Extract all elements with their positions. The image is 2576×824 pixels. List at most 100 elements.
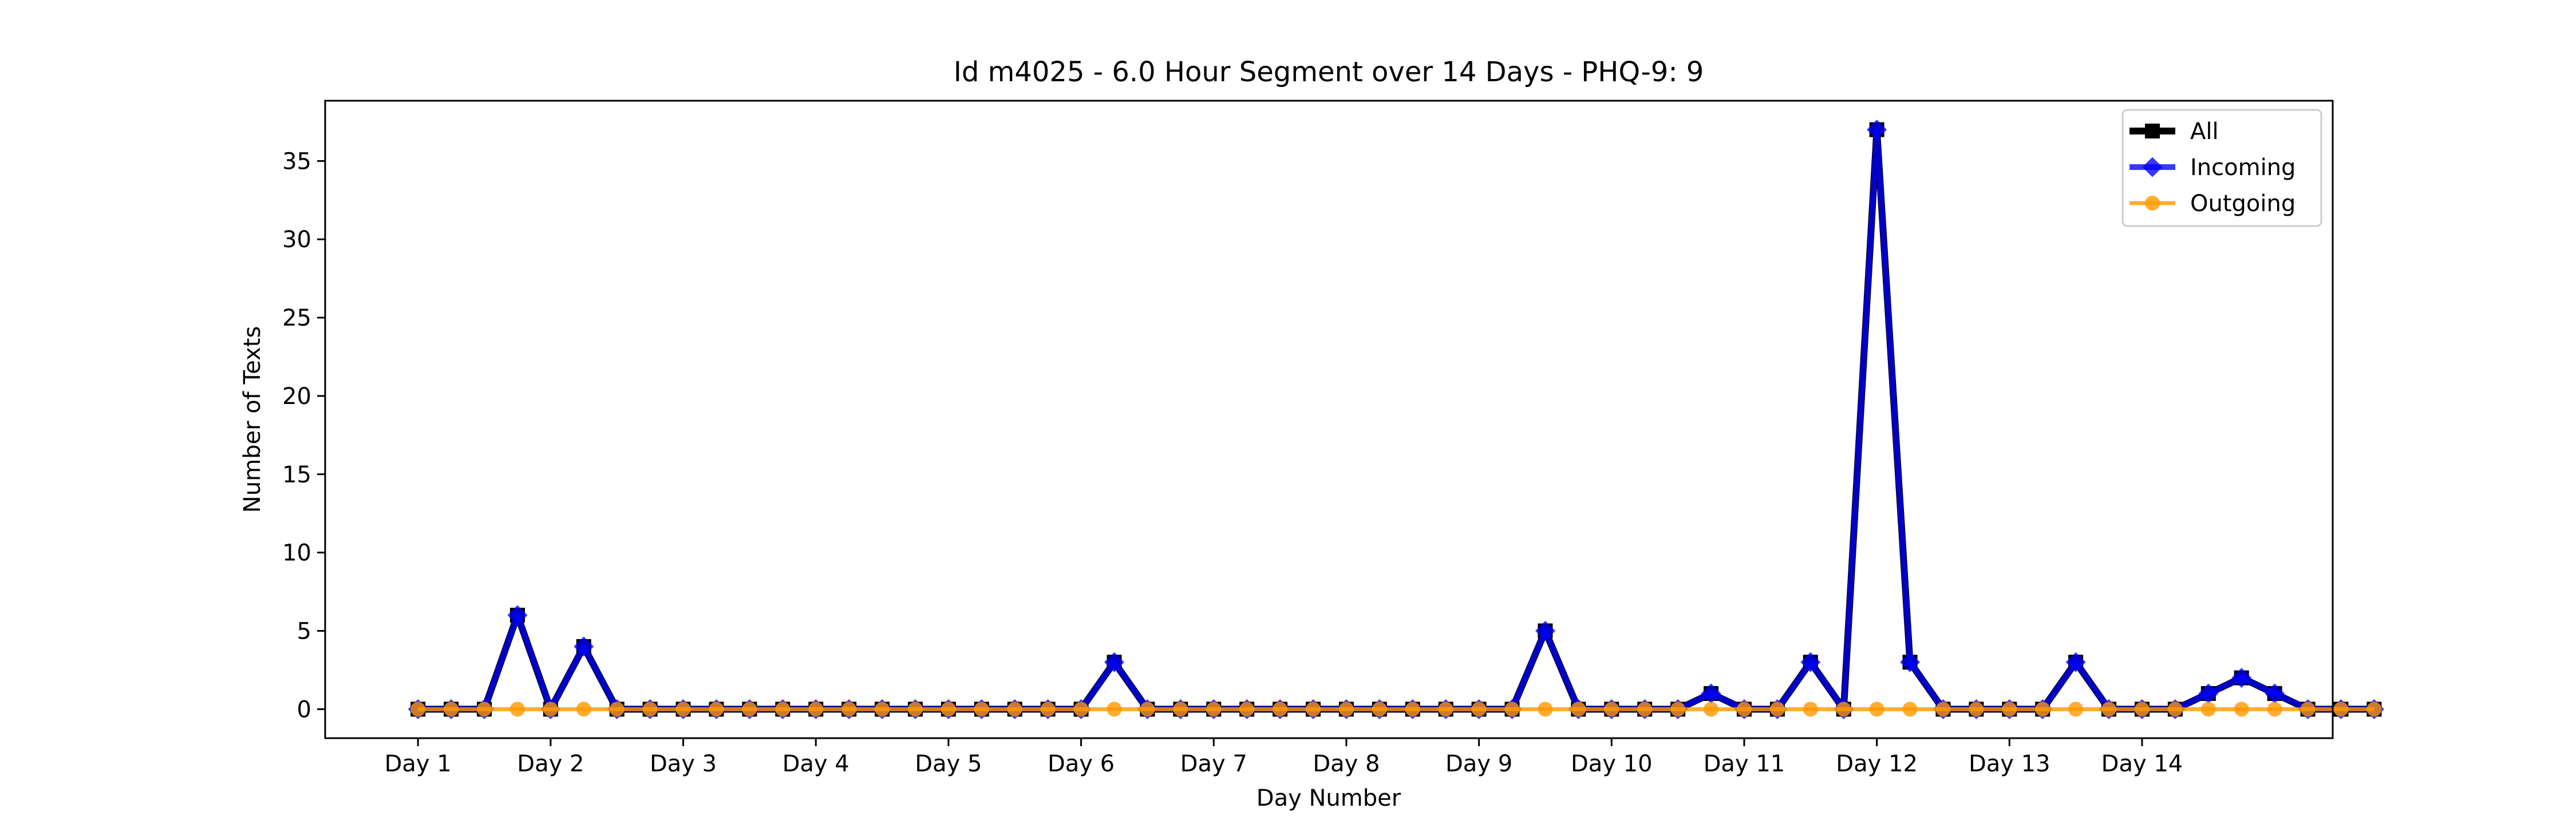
data-point-outgoing-19: [1040, 702, 1056, 717]
series-outgoing: [410, 702, 2382, 717]
data-point-incoming-50: [2065, 652, 2086, 672]
x-tick-label-1: Day 1: [385, 751, 452, 777]
data-point-outgoing-17: [974, 702, 989, 717]
x-tick-label-4: Day 4: [783, 751, 850, 777]
data-point-outgoing-12: [808, 702, 824, 717]
data-point-outgoing-29: [1372, 702, 1387, 717]
data-point-outgoing-8: [675, 702, 691, 717]
y-tick-label-35: 35: [282, 148, 311, 175]
x-axis: Day 1 Day 2 Day 3 Day 4 Day 5 Day 6 Day 7 Day 8…: [385, 738, 2183, 777]
x-tick-label-12: Day 12: [1836, 751, 1918, 777]
data-point-outgoing-31: [1438, 702, 1453, 717]
y-tick-label-25: 25: [282, 305, 311, 331]
data-point-outgoing-36: [1604, 702, 1619, 717]
data-point-outgoing-54: [2200, 702, 2216, 717]
data-point-outgoing-50: [2068, 702, 2084, 717]
data-point-outgoing-26: [1273, 702, 1288, 717]
legend-frame: [2121, 109, 2322, 227]
data-point-outgoing-30: [1405, 702, 1420, 717]
x-tick-label-7: Day 7: [1180, 751, 1247, 777]
data-point-outgoing-57: [2300, 702, 2316, 717]
legend-label-incoming: Incoming: [2190, 154, 2296, 181]
y-axis: 0 5 10 15 20 25 30 35: [282, 148, 325, 723]
x-tick-label-9: Day 9: [1445, 751, 1512, 777]
data-point-outgoing-39: [1704, 702, 1719, 717]
data-point-incoming-3: [507, 605, 528, 625]
x-tick-label-10: Day 10: [1571, 751, 1653, 777]
x-tick-label-8: Day 8: [1313, 751, 1380, 777]
y-tick-label-20: 20: [282, 383, 311, 410]
data-point-incoming-56: [2265, 683, 2285, 704]
data-point-outgoing-49: [2035, 702, 2050, 717]
data-point-outgoing-42: [1803, 702, 1818, 717]
data-point-incoming-34: [1535, 621, 1555, 641]
data-point-outgoing-45: [1902, 702, 1918, 717]
data-point-outgoing-18: [1007, 702, 1022, 717]
data-point-outgoing-23: [1173, 702, 1188, 717]
x-tick-label-14: Day 14: [2101, 751, 2183, 777]
data-point-outgoing-43: [1836, 702, 1851, 717]
data-point-incoming-42: [1800, 652, 1821, 672]
legend-marker-outgoing: [2145, 196, 2160, 211]
data-point-outgoing-48: [2002, 702, 2017, 717]
data-point-outgoing-6: [609, 702, 625, 717]
data-point-outgoing-16: [941, 702, 956, 717]
data-point-outgoing-53: [2167, 702, 2183, 717]
data-point-outgoing-40: [1736, 702, 1752, 717]
data-point-outgoing-24: [1206, 702, 1222, 717]
data-point-outgoing-14: [875, 702, 890, 717]
legend: All Incoming Outgoing: [2121, 109, 2322, 227]
x-tick-label-11: Day 11: [1704, 751, 1785, 777]
x-axis-label: Day Number: [1257, 785, 1401, 811]
data-point-outgoing-7: [642, 702, 658, 717]
data-point-outgoing-44: [1869, 702, 1884, 717]
data-point-outgoing-25: [1239, 702, 1255, 717]
data-point-outgoing-55: [2234, 702, 2249, 717]
legend-label-all: All: [2190, 118, 2219, 145]
x-tick-label-13: Day 13: [1969, 751, 2050, 777]
data-point-outgoing-56: [2267, 702, 2282, 717]
y-tick-label-30: 30: [282, 227, 311, 253]
chart-title: Id m4025 - 6.0 Hour Segment over 14 Days…: [954, 56, 1704, 88]
data-point-outgoing-41: [1769, 702, 1785, 717]
data-point-outgoing-2: [477, 702, 492, 717]
plot-area: [324, 100, 2384, 739]
data-point-outgoing-21: [1107, 702, 1122, 717]
data-point-outgoing-28: [1338, 702, 1354, 717]
data-point-outgoing-27: [1305, 702, 1321, 717]
data-point-outgoing-22: [1140, 702, 1155, 717]
data-point-outgoing-5: [576, 702, 591, 717]
data-point-outgoing-10: [742, 702, 757, 717]
data-point-outgoing-15: [907, 702, 923, 717]
y-tick-label-0: 0: [297, 696, 311, 723]
data-point-outgoing-37: [1637, 702, 1653, 717]
legend-marker-incoming: [2142, 157, 2163, 177]
data-point-outgoing-33: [1504, 702, 1520, 717]
data-point-incoming-54: [2198, 683, 2219, 704]
data-point-incoming-44: [1867, 120, 1887, 140]
data-point-outgoing-13: [841, 702, 857, 717]
data-point-outgoing-52: [2134, 702, 2150, 717]
data-point-outgoing-59: [2366, 702, 2382, 717]
data-point-outgoing-0: [410, 702, 426, 717]
legend-label-outgoing: Outgoing: [2190, 191, 2296, 217]
data-point-incoming-55: [2231, 668, 2252, 688]
legend-entries: All Incoming Outgoing: [2129, 118, 2296, 217]
data-point-outgoing-1: [444, 702, 459, 717]
data-point-incoming-21: [1104, 652, 1124, 672]
x-tick-label-5: Day 5: [915, 751, 982, 777]
legend-entry-incoming: Incoming: [2129, 154, 2296, 181]
data-point-outgoing-20: [1073, 702, 1089, 717]
y-tick-label-10: 10: [282, 540, 311, 566]
data-point-outgoing-47: [1969, 702, 1984, 717]
x-tick-label-2: Day 2: [517, 751, 584, 777]
plot-frame: [324, 100, 2334, 739]
x-tick-label-3: Day 3: [650, 751, 717, 777]
data-point-incoming-39: [1701, 683, 1721, 704]
data-point-outgoing-51: [2101, 702, 2117, 717]
y-tick-label-5: 5: [297, 619, 311, 645]
data-point-outgoing-46: [1935, 702, 1951, 717]
data-point-outgoing-32: [1471, 702, 1487, 717]
y-tick-label-15: 15: [282, 462, 311, 488]
